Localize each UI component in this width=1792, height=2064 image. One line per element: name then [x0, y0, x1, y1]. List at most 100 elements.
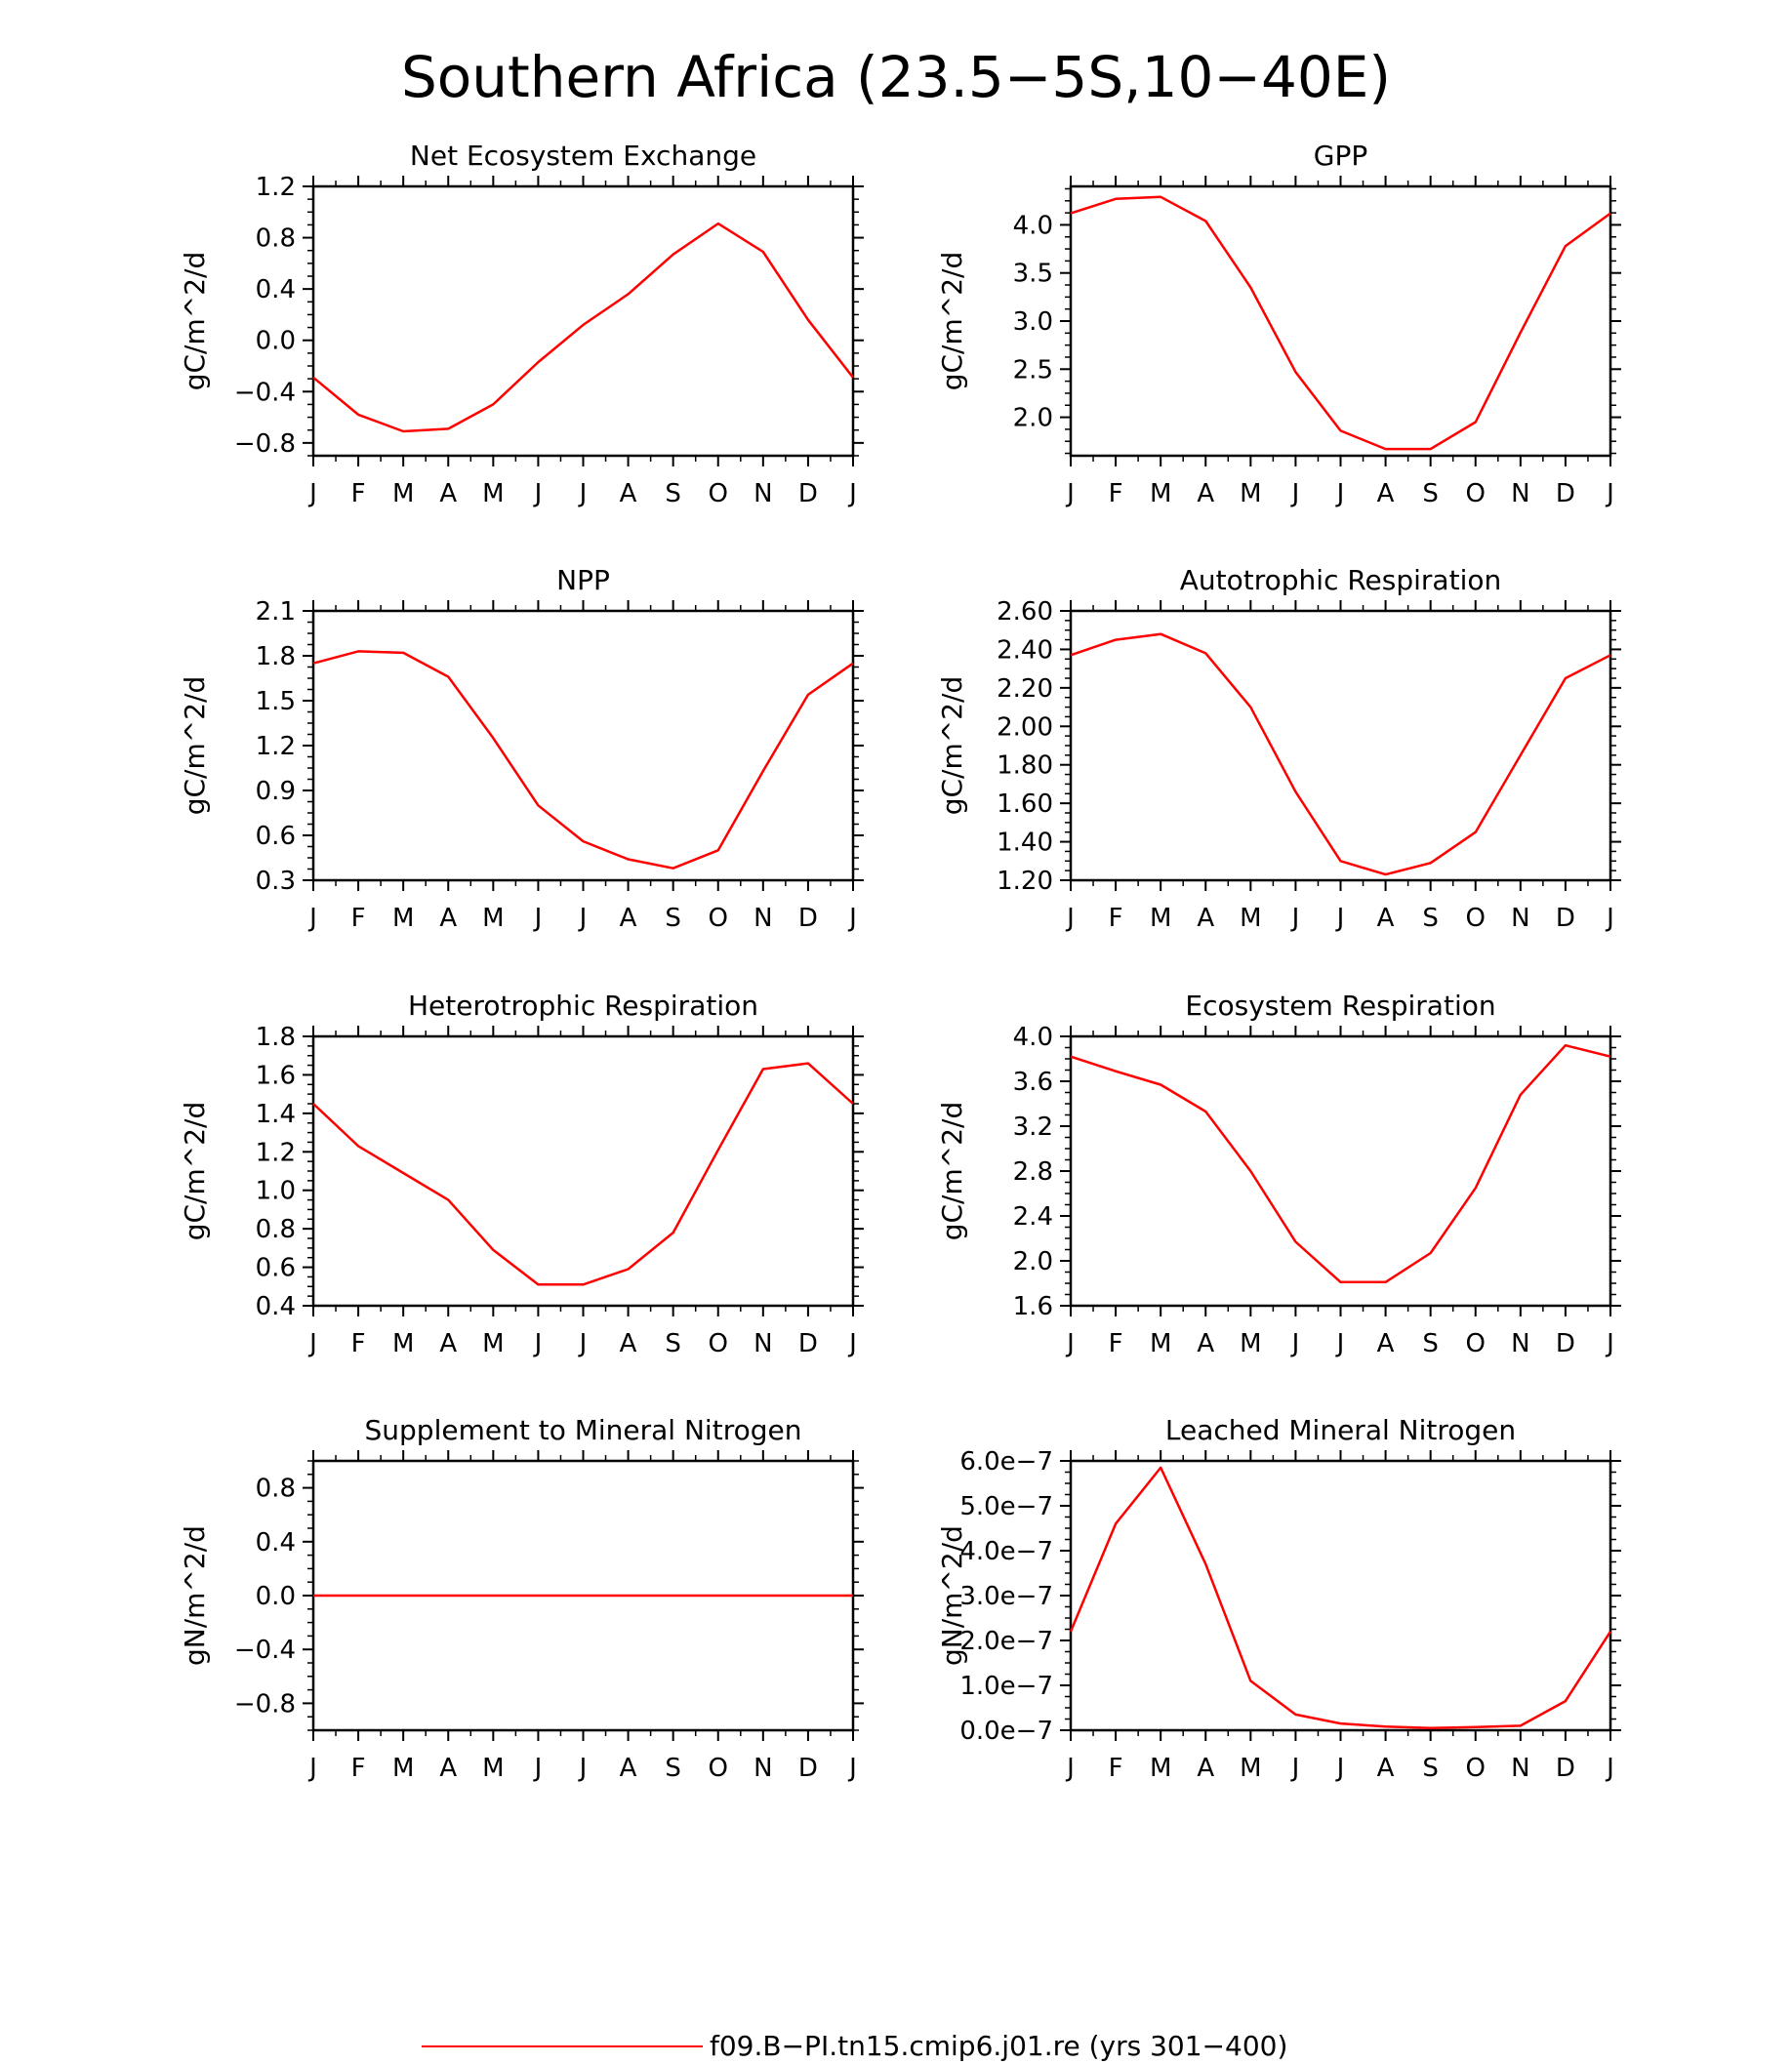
x-tick-label: M	[1240, 1754, 1261, 1783]
x-tick-label: J	[1335, 904, 1345, 933]
x-tick-label: F	[1109, 1754, 1123, 1783]
y-tick-label: 2.5	[1013, 355, 1053, 384]
y-tick-label: 2.0	[1013, 404, 1053, 433]
y-tick-label: 1.20	[997, 867, 1053, 896]
x-tick-label: M	[392, 479, 414, 508]
x-tick-label: J	[847, 479, 857, 508]
x-tick-label: N	[1511, 1754, 1529, 1783]
x-tick-label: O	[709, 1329, 728, 1358]
legend-label: f09.B−PI.tn15.cmip6.j01.re (yrs 301−400)	[710, 2030, 1287, 2062]
y-tick-label: −0.8	[234, 429, 296, 459]
x-tick-label: J	[1290, 904, 1300, 933]
y-tick-label: 0.4	[256, 1528, 296, 1558]
x-tick-label: S	[1422, 1329, 1439, 1358]
y-axis-label: gC/m^2/d	[936, 1102, 968, 1241]
panel-npp: J F M A M J J A S O N D J0.30.60.91.21.51.82.1NPPgC/…	[179, 564, 864, 933]
y-tick-label: 1.2	[256, 732, 296, 761]
x-tick-label: A	[1197, 479, 1214, 508]
x-tick-label: F	[1109, 1329, 1123, 1358]
y-tick-label: 0.3	[256, 867, 296, 896]
x-tick-label: D	[1556, 1754, 1575, 1783]
series-line-net-ecosystem-exchange	[312, 222, 854, 433]
y-tick-label: 0.4	[256, 275, 296, 304]
x-tick-label: M	[1240, 479, 1261, 508]
y-tick-label: 2.00	[997, 712, 1053, 742]
y-tick-label: 3.2	[1013, 1113, 1053, 1142]
x-tick-label: N	[753, 479, 772, 508]
y-axis-label: gN/m^2/d	[936, 1525, 968, 1666]
x-tick-label: J	[847, 904, 857, 933]
x-tick-label: J	[1065, 479, 1075, 508]
x-tick-label: S	[665, 904, 681, 933]
plot-frame	[1069, 1459, 1612, 1732]
y-tick-label: 0.0	[256, 1582, 296, 1611]
y-tick-label: 1.0	[256, 1177, 296, 1206]
x-tick-label: A	[620, 479, 637, 508]
x-tick-label: M	[1150, 1754, 1171, 1783]
panel-title: Supplement to Mineral Nitrogen	[365, 1414, 802, 1446]
plot-frame	[1069, 609, 1612, 882]
x-tick-label: F	[351, 1754, 366, 1783]
y-tick-label: 2.4	[1013, 1202, 1053, 1232]
y-tick-label: 0.4	[256, 1292, 296, 1321]
x-tick-label: J	[533, 1329, 543, 1358]
y-axis-label: gN/m^2/d	[179, 1525, 211, 1666]
y-tick-label: 2.40	[997, 635, 1053, 665]
x-tick-label: O	[1466, 1754, 1486, 1783]
x-tick-label: J	[1335, 1754, 1345, 1783]
x-tick-label: S	[1422, 1754, 1439, 1783]
panel-title: NPP	[556, 564, 610, 596]
x-tick-label: J	[533, 479, 543, 508]
x-tick-label: N	[1511, 904, 1529, 933]
x-tick-label: A	[439, 1754, 457, 1783]
x-tick-label: J	[533, 904, 543, 933]
y-tick-label: 1.4	[256, 1100, 296, 1129]
x-tick-label: A	[1377, 904, 1395, 933]
x-tick-label: S	[1422, 904, 1439, 933]
y-tick-label: 1.80	[997, 751, 1053, 781]
x-tick-label: O	[709, 904, 728, 933]
y-tick-label: 0.8	[256, 1215, 296, 1244]
x-tick-label: J	[1065, 1329, 1075, 1358]
y-axis-label: gC/m^2/d	[179, 676, 211, 816]
x-tick-label: J	[578, 904, 588, 933]
x-tick-label: F	[1109, 479, 1123, 508]
y-tick-label: 6.0e−7	[959, 1447, 1053, 1477]
x-tick-label: D	[798, 904, 818, 933]
x-tick-label: D	[1556, 904, 1575, 933]
x-tick-label: J	[1290, 1754, 1300, 1783]
x-tick-label: J	[847, 1329, 857, 1358]
figure-title: Southern Africa (23.5−5S,10−40E)	[401, 44, 1391, 110]
x-tick-label: J	[1605, 904, 1614, 933]
x-tick-label: S	[665, 479, 681, 508]
x-tick-label: M	[1150, 904, 1171, 933]
y-tick-label: 3.6	[1013, 1068, 1053, 1097]
panel-title: Leached Mineral Nitrogen	[1165, 1414, 1516, 1446]
x-tick-label: M	[1150, 1329, 1171, 1358]
x-tick-label: S	[665, 1329, 681, 1358]
panel-title: GPP	[1314, 140, 1367, 172]
y-tick-label: 1.8	[256, 642, 296, 671]
x-tick-label: M	[482, 904, 504, 933]
y-axis-label: gC/m^2/d	[936, 676, 968, 816]
x-tick-label: J	[1290, 479, 1300, 508]
plot-frame	[311, 184, 855, 458]
y-tick-label: 4.0	[1013, 1023, 1053, 1052]
legend: f09.B−PI.tn15.cmip6.j01.re (yrs 301−400)	[422, 2030, 1287, 2062]
panel-ecosystem-respiration: J F M A M J J A S O N D J1.62.02.42.83.23.64.0Ecosys…	[936, 990, 1621, 1358]
plot-frame	[311, 1034, 855, 1308]
x-tick-label: F	[351, 1329, 366, 1358]
y-axis-label: gC/m^2/d	[936, 252, 968, 391]
x-tick-label: D	[1556, 1329, 1575, 1358]
x-tick-label: M	[1150, 479, 1171, 508]
x-tick-label: M	[482, 1329, 504, 1358]
x-tick-label: A	[620, 904, 637, 933]
x-tick-label: A	[1197, 904, 1214, 933]
x-tick-label: O	[1466, 1329, 1486, 1358]
y-tick-label: 0.8	[256, 224, 296, 254]
y-tick-label: 1.6	[1013, 1292, 1053, 1321]
